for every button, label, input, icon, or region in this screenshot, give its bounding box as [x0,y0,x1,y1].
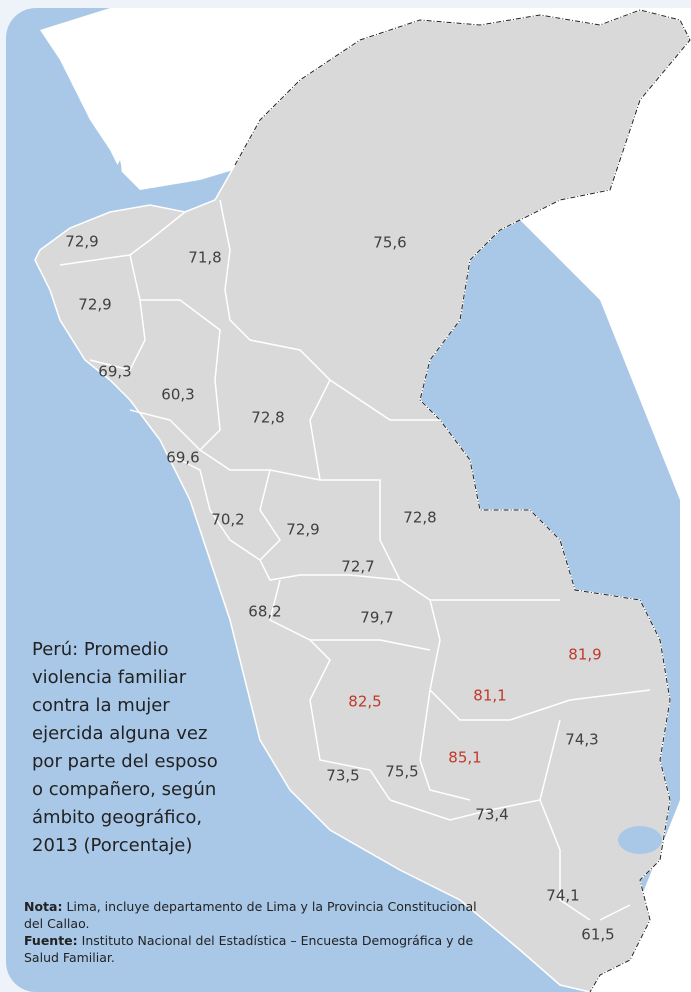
region-label: 61,5 [581,926,614,944]
department-border [259,469,281,561]
region-label: 72,9 [286,521,319,539]
region-label: 72,8 [403,509,436,527]
department-border [219,199,331,481]
title-line: ejercida alguna vez [32,723,208,744]
department-border [89,254,146,371]
region-label: 70,2 [211,511,244,529]
department-border [389,719,561,821]
title-line: contra la mujer [32,695,170,716]
title-line: Perú: Promedio [32,639,169,660]
region-label: 85,1 [448,749,481,767]
title-line: violencia familiar [32,667,187,688]
region-label: 73,4 [475,806,508,824]
department-border [269,579,391,801]
department-border [169,454,441,641]
lake-titicaca [618,826,662,854]
title: Perú: Promedio violencia familiar contra l… [32,636,218,860]
department-border [199,449,401,581]
region-label: 60,3 [161,386,194,404]
title-line: o compañero, según [32,779,217,800]
department-border [419,689,471,801]
department-border [329,379,440,421]
note: Nota: Lima, incluye departamento de Lima… [24,898,494,932]
title-line: por parte del esposo [32,751,218,772]
region-label: 81,1 [473,687,506,705]
region-label: 68,2 [248,603,281,621]
notes: Nota: Lima, incluye departamento de Lima… [24,898,494,966]
region-label: 82,5 [348,693,381,711]
region-label: 75,6 [373,234,406,252]
region-label: 79,7 [360,609,393,627]
region-label: 72,7 [341,558,374,576]
note-text: Lima, incluye departamento de Lima y la … [24,899,477,931]
region-label: 72,9 [78,296,111,314]
source-label: Fuente: [24,933,78,948]
department-border [129,299,221,452]
source-text: Instituto Nacional del Estadística – Enc… [24,933,474,965]
region-label: 69,3 [98,363,131,381]
region-label: 72,8 [251,409,284,427]
region-label: 74,3 [565,731,598,749]
region-label: 81,9 [568,646,601,664]
region-label: 69,6 [166,449,199,467]
gulf [100,160,122,200]
region-label: 75,5 [385,763,418,781]
department-border [310,639,431,651]
department-borders [59,199,651,921]
note-label: Nota: [24,899,63,914]
source: Fuente: Instituto Nacional del Estadísti… [24,932,494,966]
region-label: 74,1 [546,887,579,905]
department-border [539,799,591,921]
region-label: 71,8 [188,249,221,267]
title-line: 2013 (Porcentaje) [32,835,193,856]
title-line: ámbito geográfico, [32,807,203,828]
department-border [59,211,186,266]
department-border [599,904,631,921]
region-label: 72,9 [65,233,98,251]
border [234,9,691,992]
region-label: 73,5 [326,767,359,785]
